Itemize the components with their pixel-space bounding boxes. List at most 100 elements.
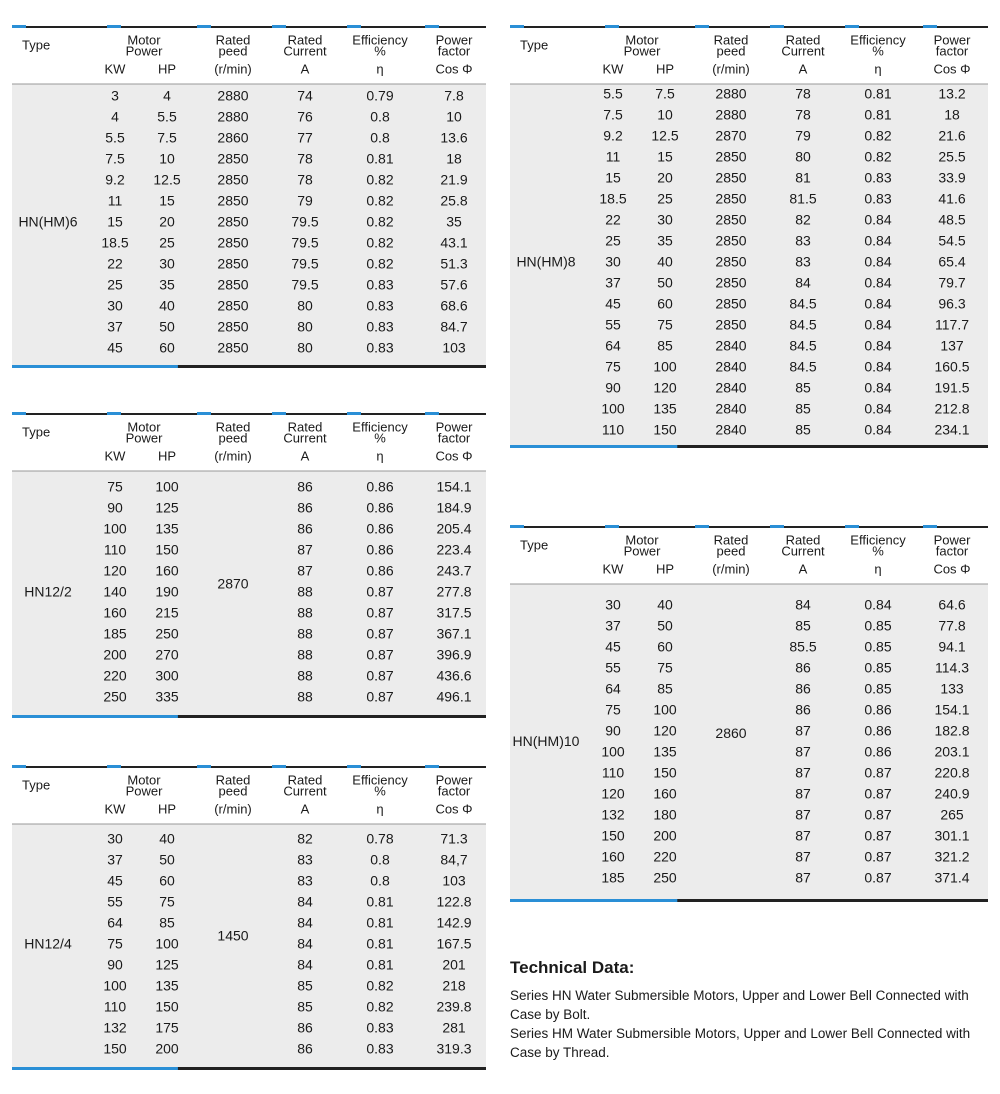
table-cell: 80 <box>297 340 313 356</box>
table-cell: 50 <box>657 275 673 291</box>
column-header: Motor <box>625 532 659 547</box>
table-cell: 2850 <box>715 317 746 333</box>
table-cell: 30 <box>159 256 175 272</box>
table-cell: 150 <box>601 828 625 844</box>
table-cell: 75 <box>605 702 621 718</box>
table-cell: 86 <box>297 1020 313 1036</box>
table-cell: 37 <box>605 275 621 291</box>
table-cell: 0.86 <box>366 500 393 516</box>
column-header: A <box>301 448 310 463</box>
table-cell: 0.83 <box>864 170 891 186</box>
column-header: peed <box>717 43 746 58</box>
table-cell: 0.86 <box>366 479 393 495</box>
table-cell: 64 <box>605 681 621 697</box>
column-header: KW <box>603 61 625 76</box>
table-cell: 137 <box>940 338 964 354</box>
type-label: HN12/4 <box>24 936 72 952</box>
column-header: (r/min) <box>214 448 252 463</box>
table-cell: 11 <box>606 149 621 165</box>
table-cell: 10 <box>657 107 673 123</box>
table-cell: 84.5 <box>789 317 816 333</box>
table-cell: 79 <box>795 128 811 144</box>
type-label: HN(HM)8 <box>516 254 575 270</box>
table-cell: 84 <box>297 936 313 952</box>
table-cell: 277.8 <box>436 584 471 600</box>
table-cell: 85 <box>159 915 175 931</box>
table-cell: 0.82 <box>366 214 393 230</box>
table-cell: 79.5 <box>291 256 318 272</box>
table-cell: 45 <box>605 639 621 655</box>
column-header: % <box>872 43 884 58</box>
rule-accent <box>425 412 439 415</box>
table-cell: 40 <box>657 597 673 613</box>
table-cell: 85 <box>657 681 673 697</box>
table-cell: 84.5 <box>789 338 816 354</box>
table-cell: 2840 <box>715 359 746 375</box>
table-cell: 0.82 <box>366 978 393 994</box>
table-cell: 90 <box>107 500 123 516</box>
table-cell: 0.86 <box>864 723 891 739</box>
table-cell: 21.6 <box>938 128 965 144</box>
table-cell: 0.86 <box>864 744 891 760</box>
column-header: % <box>374 43 386 58</box>
table-cell: 0.85 <box>864 681 891 697</box>
column-header: Power <box>934 532 972 547</box>
table-cell: 0.81 <box>366 936 393 952</box>
table-cell: 78 <box>795 107 811 123</box>
table-cell: 7.8 <box>444 88 464 104</box>
table-cell: 88 <box>297 689 313 705</box>
column-header: Power <box>624 543 662 558</box>
table-cell: 86 <box>795 681 811 697</box>
table-cell: 2880 <box>715 86 746 102</box>
table-cell: 96.3 <box>938 296 965 312</box>
table-cell: 0.8 <box>370 873 390 889</box>
rule-accent <box>923 525 937 528</box>
table-cell: 321.2 <box>934 849 969 865</box>
table-cell: 85 <box>297 978 313 994</box>
table-cell: 135 <box>155 978 179 994</box>
table-cell: 0.84 <box>864 296 891 312</box>
column-header: Current <box>283 43 327 58</box>
rule-accent <box>347 25 361 28</box>
table-cell: 0.87 <box>366 668 393 684</box>
table-bottom-accent <box>510 445 678 448</box>
table-cell: 13.6 <box>440 130 467 146</box>
table-cell: 0.85 <box>864 618 891 634</box>
table-cell: 150 <box>653 765 677 781</box>
table-cell: 30 <box>107 298 123 314</box>
table-cell: 83 <box>297 873 313 889</box>
table-cell: 0.81 <box>366 151 393 167</box>
column-header: Cos Φ <box>435 448 472 463</box>
table-bottom-rule <box>12 365 486 368</box>
table-cell: 35 <box>159 277 175 293</box>
table-cell: 100 <box>155 479 179 495</box>
column-header: Efficiency <box>352 772 408 787</box>
table-cell: 110 <box>602 422 625 438</box>
table-cell: 80 <box>297 298 313 314</box>
table-cell: 0.87 <box>864 828 891 844</box>
table-cell: 68.6 <box>440 298 467 314</box>
table-cell: 75 <box>159 894 175 910</box>
table-cell: 18.5 <box>599 191 626 207</box>
rule-accent <box>347 765 361 768</box>
column-header: factor <box>936 43 969 58</box>
table-cell: 150 <box>155 999 179 1015</box>
table-cell: 160 <box>155 563 179 579</box>
column-header: Efficiency <box>352 32 408 47</box>
rule-accent <box>197 765 211 768</box>
table-cell: 12.5 <box>651 128 678 144</box>
column-header: Power <box>624 43 662 58</box>
table-cell: 0.86 <box>366 542 393 558</box>
table-cell: 71.3 <box>440 831 467 847</box>
table-cell: 5.5 <box>105 130 125 146</box>
column-header: Rated <box>714 32 749 47</box>
table-cell: 100 <box>653 359 677 375</box>
table-cell: 2850 <box>217 151 248 167</box>
table-cell: 0.82 <box>366 172 393 188</box>
column-header: η <box>874 561 881 576</box>
table-cell: 0.81 <box>366 894 393 910</box>
table-cell: 83 <box>795 254 811 270</box>
table-body-bg <box>12 84 486 366</box>
table-cell: 81 <box>795 170 811 186</box>
table-cell: 85 <box>297 999 313 1015</box>
